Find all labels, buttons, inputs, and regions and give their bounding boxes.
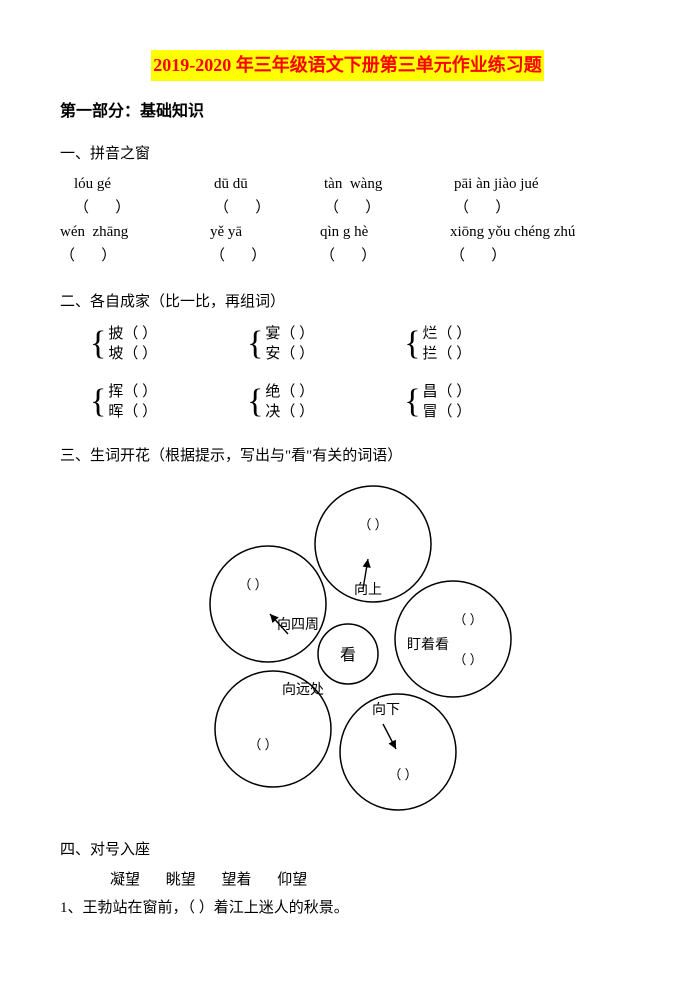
center-label: 看 [339, 646, 355, 664]
brace-group-2-1: { 挥（ ） 晖（ ） [90, 382, 157, 422]
word-blank[interactable]: 坡（ ） [108, 344, 157, 364]
brace-group-2-3: { 昌（ ） 冒（ ） [404, 382, 471, 422]
brace-row-1: { 披（ ） 坡（ ） { 宴（ ） 安（ ） { 烂（ ） 拦（ ） [90, 324, 635, 364]
dir-far: 向远处 [282, 682, 324, 698]
blank-1-4[interactable]: （ ） [454, 196, 510, 220]
petal-blank[interactable]: （ ） [453, 612, 482, 627]
blank-1-2[interactable]: （ ） [214, 196, 324, 220]
blank-1-1[interactable]: （ ） [74, 196, 214, 220]
pinyin-row-2: wén zhāng yě yā qìn g hè xiōng yǒu chéng… [60, 220, 635, 244]
dir-down: 向下 [372, 702, 400, 718]
word-blank[interactable]: 挥（ ） [108, 382, 157, 402]
brace-icon: { [404, 385, 420, 419]
pinyin-1-4: pāi àn jiào jué [454, 172, 539, 196]
section4-head: 四、对号入座 [60, 838, 635, 862]
section2-head: 二、各自成家（比一比，再组词） [60, 290, 635, 314]
blank-2-1[interactable]: （ ） [60, 244, 210, 268]
blank-2-2[interactable]: （ ） [210, 244, 320, 268]
brace-group-1-2: { 宴（ ） 安（ ） [247, 324, 314, 364]
arrow-icon [383, 724, 396, 749]
pinyin-1-2: dū dū [214, 172, 324, 196]
brace-group-2-2: { 绝（ ） 决（ ） [247, 382, 314, 422]
section3-head: 三、生词开花（根据提示，写出与"看"有关的词语） [60, 444, 635, 468]
brace-group-1-1: { 披（ ） 坡（ ） [90, 324, 157, 364]
dir-up: 向上 [354, 582, 382, 598]
word-blank[interactable]: 拦（ ） [423, 344, 472, 364]
page-title: 2019-2020 年三年级语文下册第三单元作业练习题 [151, 50, 544, 81]
blank-1-3[interactable]: （ ） [324, 196, 454, 220]
word-blank[interactable]: 安（ ） [265, 344, 314, 364]
word-blank[interactable]: 披（ ） [108, 324, 157, 344]
pinyin-2-1: wén zhāng [60, 220, 210, 244]
dir-around: 向四周 [277, 617, 319, 633]
word-blank[interactable]: 宴（ ） [265, 324, 314, 344]
paren-row-1: （ ） （ ） （ ） （ ） [74, 196, 635, 220]
word-blank[interactable]: 绝（ ） [265, 382, 314, 402]
word-blank[interactable]: 烂（ ） [423, 324, 472, 344]
brace-row-2: { 挥（ ） 晖（ ） { 绝（ ） 决（ ） { 昌（ ） 冒（ ） [90, 382, 635, 422]
petal-circle [210, 546, 326, 662]
pinyin-2-3: qìn g hè [320, 220, 450, 244]
brace-icon: { [90, 327, 106, 361]
part1-subtitle: 第一部分：基础知识 [60, 99, 635, 125]
petal-blank[interactable]: （ ） [238, 577, 267, 592]
pinyin-1-1: lóu gé [74, 172, 214, 196]
section4-words: 凝望 眺望 望着 仰望 [110, 868, 635, 892]
petal-blank[interactable]: （ ） [358, 517, 387, 532]
pinyin-2-4: xiōng yǒu chéng zhú [450, 220, 575, 244]
section1-head: 一、拼音之窗 [60, 142, 635, 166]
paren-row-2: （ ） （ ） （ ） （ ） [60, 244, 635, 268]
brace-icon: { [404, 327, 420, 361]
pinyin-row-1: lóu gé dū dū tàn wàng pāi àn jiào jué [74, 172, 635, 196]
pinyin-1-3: tàn wàng [324, 172, 454, 196]
flower-diagram: 看 向上 盯着看 向下 向远处 向四周 （ ） （ ） （ ） （ ） （ ） … [60, 474, 635, 824]
petal-blank[interactable]: （ ） [453, 652, 482, 667]
blank-2-3[interactable]: （ ） [320, 244, 450, 268]
word-blank[interactable]: 决（ ） [265, 402, 314, 422]
brace-icon: { [90, 385, 106, 419]
brace-icon: { [247, 385, 263, 419]
word-blank[interactable]: 晖（ ） [108, 402, 157, 422]
dir-stare: 盯着看 [407, 637, 449, 653]
word-blank[interactable]: 冒（ ） [423, 402, 472, 422]
petal-blank[interactable]: （ ） [388, 767, 417, 782]
pinyin-2-2: yě yā [210, 220, 320, 244]
petal-blank[interactable]: （ ） [248, 737, 277, 752]
section4-q1[interactable]: 1、王勃站在窗前，（ ）着江上迷人的秋景。 [60, 896, 635, 920]
word-blank[interactable]: 昌（ ） [423, 382, 472, 402]
brace-icon: { [247, 327, 263, 361]
brace-group-1-3: { 烂（ ） 拦（ ） [404, 324, 471, 364]
blank-2-4[interactable]: （ ） [450, 244, 506, 268]
